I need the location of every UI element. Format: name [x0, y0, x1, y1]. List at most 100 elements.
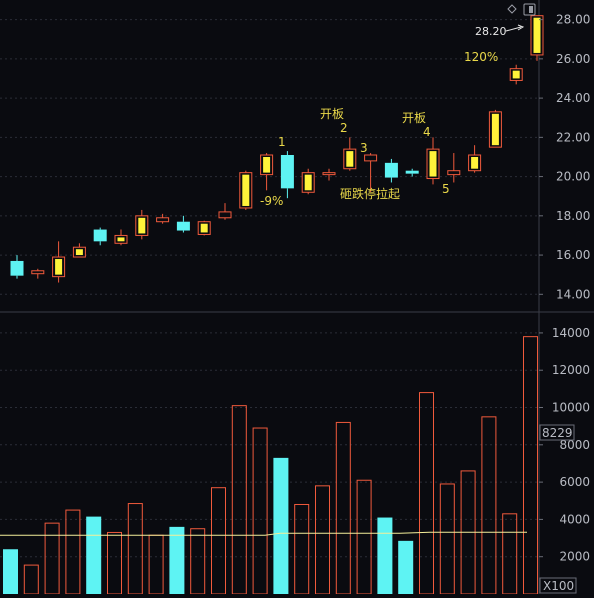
candlestick-series[interactable] [10, 15, 544, 283]
candle[interactable] [218, 203, 232, 220]
volume-bar-up[interactable] [148, 534, 164, 595]
last-price-label: 28.20 [475, 25, 507, 38]
panel-toggle-icon[interactable] [523, 3, 536, 16]
marker-2-label: 开板 [320, 107, 344, 121]
candle[interactable] [239, 170, 253, 210]
marker-5: 5 [442, 182, 450, 196]
candle[interactable] [260, 153, 274, 191]
volume-tick-label: 6000 [559, 475, 590, 489]
candle-body-up [322, 172, 336, 176]
volume-bar-up[interactable] [419, 392, 434, 595]
volume-bar-up[interactable] [44, 522, 60, 595]
candle[interactable] [301, 168, 315, 195]
candle[interactable] [322, 168, 336, 181]
candle-body-down [176, 221, 190, 231]
candle[interactable] [197, 220, 211, 236]
candle-body-up [31, 270, 45, 275]
candle-body-highlight [117, 237, 125, 242]
candle[interactable] [384, 158, 398, 183]
candle[interactable] [135, 209, 149, 240]
price-tick-label: 28.00 [556, 13, 590, 27]
volume-tick-label: 14000 [552, 326, 590, 340]
candle-body-down [10, 260, 24, 276]
candle[interactable] [114, 229, 128, 246]
price-tick-label: 26.00 [556, 52, 590, 66]
volume-bar-up[interactable] [190, 528, 206, 595]
volume-tick-label: 10000 [552, 401, 590, 415]
volume-bar-down[interactable] [398, 540, 414, 594]
unit-box [539, 577, 577, 594]
candle-body-up [218, 211, 232, 219]
volume-bar-up[interactable] [107, 531, 122, 595]
volume-bar-up[interactable] [315, 485, 330, 595]
volume-bar-up[interactable] [231, 405, 247, 595]
candle-body-down [384, 162, 398, 178]
candle[interactable] [509, 64, 523, 85]
candle[interactable] [72, 243, 86, 258]
volume-bar-up[interactable] [23, 564, 39, 595]
volume-readout-box [539, 424, 575, 441]
price-tick-label: 20.00 [556, 170, 590, 184]
candle-body-down [93, 229, 107, 242]
candle[interactable] [488, 109, 502, 148]
candle[interactable] [52, 241, 66, 283]
volume-bar-down[interactable] [86, 516, 102, 594]
volume-bar-up[interactable] [335, 421, 351, 595]
volume-bar-up[interactable] [65, 509, 81, 595]
candle[interactable] [530, 15, 544, 61]
volume-bar-up[interactable] [523, 336, 538, 595]
marker-4: 4 [423, 125, 431, 139]
price-tick-label: 14.00 [556, 287, 590, 301]
volume-bar-up[interactable] [439, 483, 455, 595]
volume-bar-down[interactable] [273, 457, 289, 594]
candle-body-highlight [491, 113, 499, 146]
volume-series[interactable] [3, 336, 538, 595]
volume-ma-line [0, 531, 527, 536]
volume-bar-up[interactable] [252, 427, 268, 595]
candle[interactable] [10, 255, 24, 279]
candle-body-up [156, 217, 170, 223]
volume-bar-up[interactable] [127, 503, 143, 595]
candle[interactable] [405, 168, 419, 177]
candle[interactable] [280, 151, 294, 199]
candle-body-highlight [533, 17, 541, 53]
marker-3-label: 砸跌停拉起 [340, 186, 400, 201]
volume-readout: 8229 [542, 426, 573, 440]
volume-bar-up[interactable] [294, 503, 310, 595]
candle-body-highlight [242, 174, 250, 206]
diamond-icon[interactable] [507, 4, 517, 14]
price-tick-label: 16.00 [556, 248, 590, 262]
price-tick-label: 22.00 [556, 130, 590, 144]
candle-body-highlight [75, 249, 83, 256]
candle[interactable] [468, 145, 482, 173]
volume-bar-down[interactable] [169, 526, 185, 594]
candle[interactable] [31, 268, 45, 279]
marker-3: 3 [360, 141, 368, 155]
volume-bar-down[interactable] [3, 549, 18, 594]
candle[interactable] [156, 213, 170, 224]
volume-bar-up[interactable] [502, 513, 518, 595]
candle[interactable] [343, 137, 357, 171]
grid-lines [0, 19, 539, 558]
candle[interactable] [176, 215, 190, 233]
candle[interactable] [426, 137, 440, 185]
candle-body-highlight [346, 151, 354, 167]
candle-body-highlight [55, 259, 63, 275]
volume-unit-label: X100 [543, 579, 574, 593]
marker-4-label: 开板 [402, 111, 426, 125]
candle-body-highlight [429, 151, 437, 177]
volume-bar-down[interactable] [377, 517, 393, 594]
pct-gain-label: 120% [464, 50, 498, 64]
candle-body-highlight [200, 223, 208, 233]
volume-bar-up[interactable] [211, 487, 226, 595]
candle-body-up [447, 170, 461, 176]
volume-bar-up[interactable] [481, 416, 497, 595]
volume-tick-label: 4000 [559, 512, 590, 526]
candle[interactable] [447, 153, 461, 183]
candle[interactable] [93, 227, 107, 246]
arrow-head [517, 24, 525, 31]
volume-bar-up[interactable] [356, 479, 372, 595]
candle[interactable] [364, 153, 378, 193]
